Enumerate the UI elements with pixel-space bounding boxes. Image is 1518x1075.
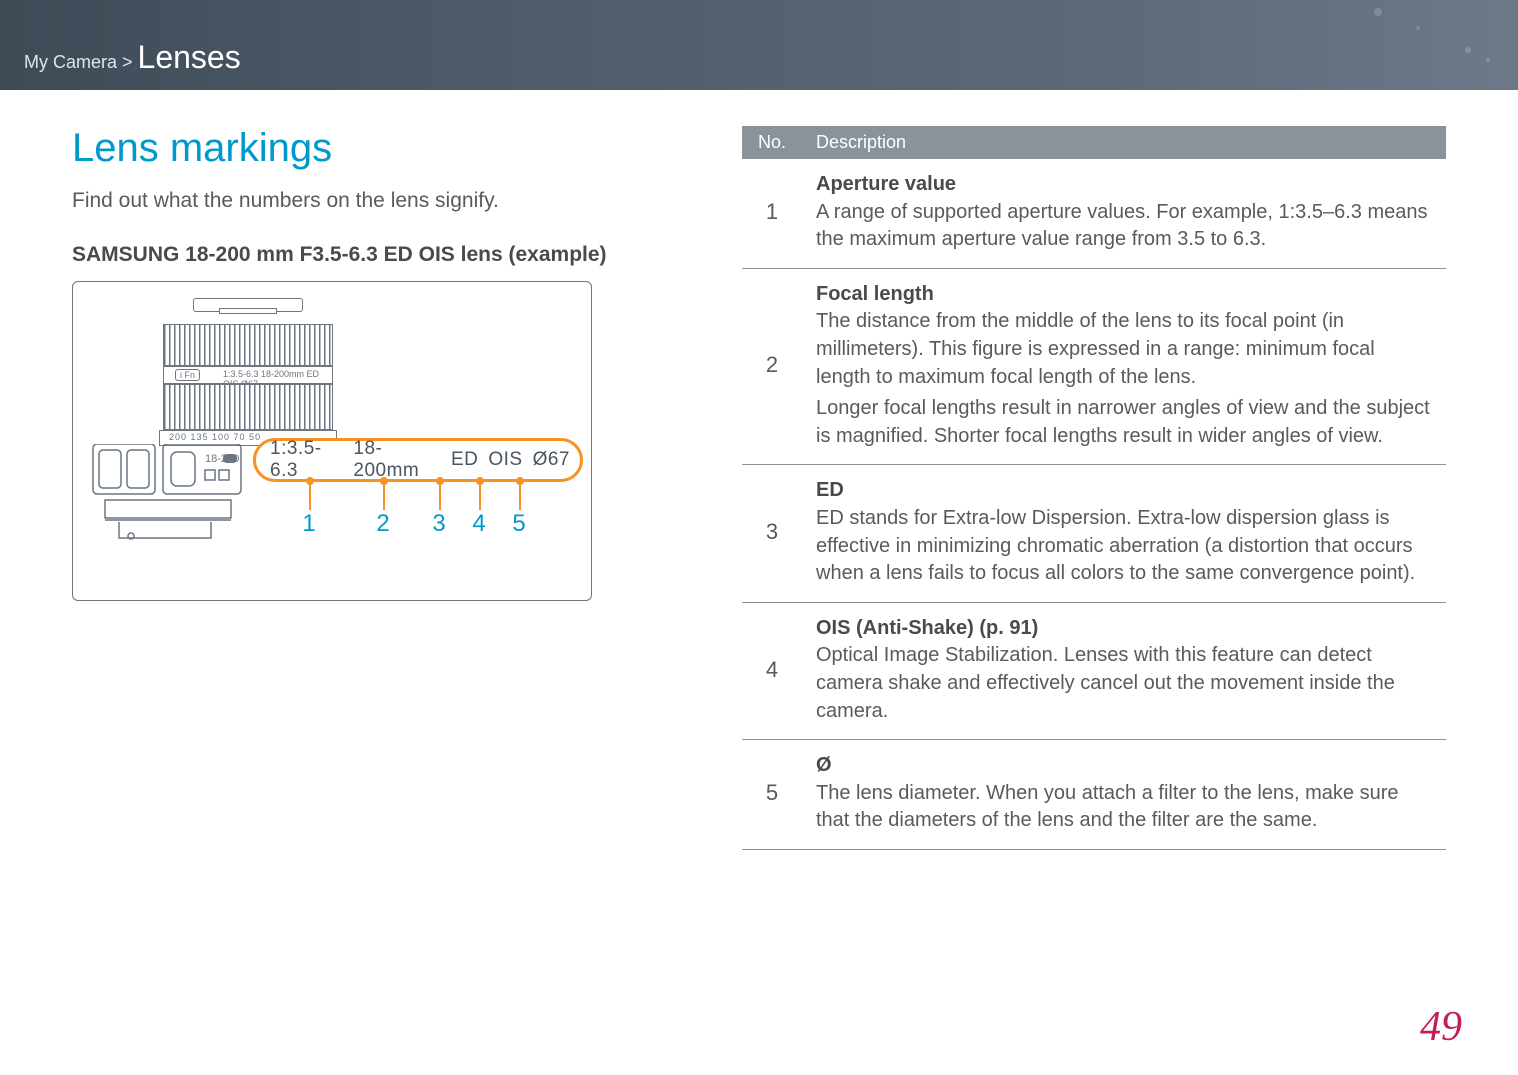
section-intro: Find out what the numbers on the lens si… (72, 189, 672, 213)
callout-seg-ed: ED (451, 449, 478, 471)
ifn-badge: i Fn (175, 369, 200, 381)
callout-seg-ois: OIS (488, 449, 522, 471)
header-decor (1118, 0, 1518, 90)
row-description: Aperture valueA range of supported apert… (802, 159, 1446, 268)
row-body: Optical Image Stabilization. Lenses with… (816, 642, 1432, 725)
row-number: 3 (742, 465, 802, 602)
table-row: 3EDED stands for Extra-low Dispersion. E… (742, 465, 1446, 602)
leader-dot (380, 477, 388, 485)
row-title: Aperture value (816, 171, 1432, 199)
row-number: 4 (742, 602, 802, 739)
row-number: 5 (742, 740, 802, 850)
section-title: Lens markings (72, 126, 672, 171)
row-body: The distance from the middle of the lens… (816, 308, 1432, 391)
row-description: ØThe lens diameter. When you attach a fi… (802, 740, 1446, 850)
row-title: OIS (Anti-Shake) (p. 91) (816, 615, 1432, 643)
diagram-number-label: 2 (373, 510, 393, 538)
row-body: The lens diameter. When you attach a fil… (816, 780, 1432, 835)
lens-marking-callout: 1:3.5-6.3 18-200mm ED OIS Ø67 (253, 438, 583, 482)
row-title: Ø (816, 752, 1432, 780)
row-description: OIS (Anti-Shake) (p. 91)Optical Image St… (802, 602, 1446, 739)
row-body: ED stands for Extra-low Dispersion. Extr… (816, 505, 1432, 588)
breadcrumb-prefix: My Camera > (24, 52, 138, 72)
row-title: Focal length (816, 281, 1432, 309)
markings-table: No. Description 1Aperture valueA range o… (742, 126, 1446, 850)
leader-dot (516, 477, 524, 485)
lens-diagram: i Fn 1:3.5-6.3 18-200mm ED OIS Ø67 200 1… (72, 281, 592, 601)
diagram-number-label: 4 (469, 510, 489, 538)
callout-seg-dia: Ø67 (533, 449, 570, 471)
diagram-number-label: 1 (299, 510, 319, 538)
left-column: Lens markings Find out what the numbers … (72, 126, 672, 850)
leader-dot (476, 477, 484, 485)
row-description: EDED stands for Extra-low Dispersion. Ex… (802, 465, 1446, 602)
row-body: A range of supported aperture values. Fo… (816, 199, 1432, 254)
table-row: 5ØThe lens diameter. When you attach a f… (742, 740, 1446, 850)
breadcrumb-main: Lenses (138, 39, 241, 75)
table-row: 1Aperture valueA range of supported aper… (742, 159, 1446, 268)
row-body-2: Longer focal lengths result in narrower … (816, 395, 1432, 450)
table-row: 2Focal lengthThe distance from the middl… (742, 268, 1446, 465)
callout-seg-aperture: 1:3.5-6.3 (270, 438, 343, 482)
lens-mount-icon: 18-200 (85, 444, 245, 584)
page-header: My Camera > Lenses (0, 0, 1518, 90)
example-label: SAMSUNG 18-200 mm F3.5-6.3 ED OIS lens (… (72, 243, 672, 267)
right-column: No. Description 1Aperture valueA range o… (742, 126, 1446, 850)
table-head-no: No. (742, 126, 802, 159)
lens-body: i Fn 1:3.5-6.3 18-200mm ED OIS Ø67 200 1… (163, 298, 333, 428)
page-number: 49 (1420, 1003, 1462, 1051)
table-head-desc: Description (802, 126, 1446, 159)
content-area: Lens markings Find out what the numbers … (0, 90, 1518, 850)
leader-dot (306, 477, 314, 485)
table-row: 4OIS (Anti-Shake) (p. 91)Optical Image S… (742, 602, 1446, 739)
row-description: Focal lengthThe distance from the middle… (802, 268, 1446, 465)
row-number: 2 (742, 268, 802, 465)
diagram-number-label: 3 (429, 510, 449, 538)
row-number: 1 (742, 159, 802, 268)
callout-seg-focal: 18-200mm (353, 438, 441, 482)
diagram-number-label: 5 (509, 510, 529, 538)
focal-marks: 200 135 100 70 50 (169, 432, 261, 442)
breadcrumb: My Camera > Lenses (0, 39, 241, 76)
leader-dot (436, 477, 444, 485)
row-title: ED (816, 477, 1432, 505)
